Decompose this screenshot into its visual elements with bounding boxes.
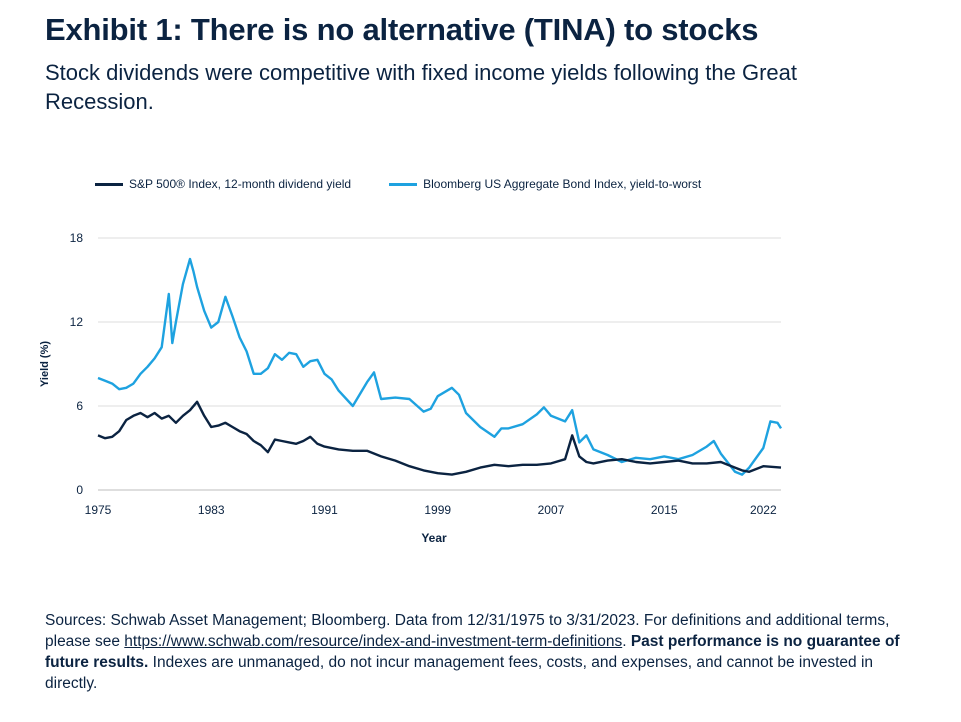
y-tick-label: 12 bbox=[70, 315, 84, 329]
disclaimer-text: Indexes are unmanaged, do not incur mana… bbox=[45, 654, 874, 692]
footer-notes: Sources: Schwab Asset Management; Bloomb… bbox=[45, 610, 925, 694]
link-period: . bbox=[622, 633, 627, 650]
legend-swatch-bond bbox=[389, 182, 418, 186]
x-tick-label: 2007 bbox=[538, 503, 565, 517]
line-chart: 0 6 12 18 1975 1983 1991 1999 2007 2015 2022 Yiel… bbox=[39, 231, 783, 545]
x-tick-label: 1991 bbox=[311, 503, 338, 517]
y-tick-label: 0 bbox=[76, 483, 83, 497]
series-lines bbox=[97, 257, 783, 476]
series-line-bond bbox=[97, 257, 783, 476]
series-line-sp500 bbox=[97, 400, 782, 476]
y-axis-label: Yield (%) bbox=[39, 341, 51, 387]
legend-item-sp500: S&P 500® Index, 12-month dividend yield bbox=[95, 177, 351, 191]
legend-item-bond: Bloomberg US Aggregate Bond Index, yield… bbox=[389, 177, 701, 191]
chart-title: Exhibit 1: There is no alternative (TINA… bbox=[45, 12, 759, 47]
y-tick-labels: 0 6 12 18 bbox=[70, 231, 84, 497]
definitions-link[interactable]: https://www.schwab.com/resource/index-an… bbox=[124, 633, 623, 650]
x-tick-label: 1975 bbox=[85, 503, 112, 517]
chart-subtitle: Stock dividends were competitive with fi… bbox=[45, 60, 798, 114]
x-tick-label: 1999 bbox=[424, 503, 451, 517]
chart-legend: S&P 500® Index, 12-month dividend yield … bbox=[95, 177, 739, 191]
sources-text: Sources: Schwab Asset Management; Bloomb… bbox=[45, 612, 890, 650]
legend-label-bond: Bloomberg US Aggregate Bond Index, yield… bbox=[423, 177, 702, 191]
y-tick-label: 6 bbox=[76, 399, 83, 413]
y-tick-label: 18 bbox=[70, 231, 84, 245]
x-tick-label: 2022 bbox=[750, 503, 777, 517]
legend-label-sp500: S&P 500® Index, 12-month dividend yield bbox=[129, 177, 352, 191]
x-axis-label: Year bbox=[421, 531, 447, 545]
grid-lines bbox=[98, 237, 781, 491]
legend-swatch-sp500 bbox=[95, 182, 123, 186]
x-tick-labels: 1975 1983 1991 1999 2007 2015 2022 bbox=[85, 503, 777, 517]
x-tick-label: 1983 bbox=[198, 503, 225, 517]
x-tick-label: 2015 bbox=[651, 503, 678, 517]
disclaimer-bold: Past performance is no guarantee of futu… bbox=[45, 633, 900, 671]
